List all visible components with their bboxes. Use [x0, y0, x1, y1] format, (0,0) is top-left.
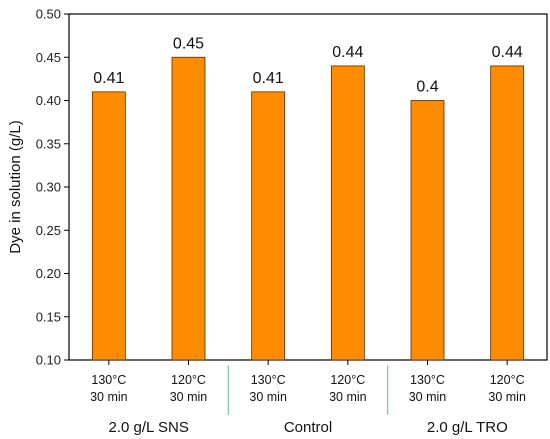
y-tick-label: 0.10: [36, 353, 61, 368]
category-labels: 130°C 30 min 120°C 30 min 130°C 30 min 120°C 30…: [90, 360, 526, 404]
bar-value-label: 0.44: [492, 44, 523, 61]
y-tick-label: 0.40: [36, 93, 61, 108]
bar-value-label: 0.44: [332, 44, 363, 61]
category-label-line2: 30 min: [409, 390, 447, 404]
category-label-line1: 120°C: [171, 373, 206, 387]
category-label-line2: 30 min: [90, 390, 128, 404]
bar-value-label: 0.4: [416, 79, 438, 96]
y-tick-label: 0.50: [36, 7, 61, 22]
category-label-line1: 130°C: [91, 373, 126, 387]
bar: [91, 91, 126, 361]
y-axis-ticks: 0.10 0.15 0.20 0.25 0.30 0.35 0.40 0.45 0.50: [36, 7, 69, 368]
y-axis-title: Dye in solution (g/L): [7, 120, 24, 253]
group-label: 2.0 g/L TRO: [427, 419, 508, 436]
category-label-line2: 30 min: [249, 390, 287, 404]
group-separators: [227, 365, 389, 415]
bar: [171, 56, 206, 361]
bar-value-label: 0.45: [173, 35, 204, 52]
group-label: 2.0 g/L SNS: [109, 419, 189, 436]
category-label-line2: 30 min: [488, 390, 526, 404]
bars: [91, 56, 525, 361]
y-tick-label: 0.45: [36, 50, 61, 65]
y-tick-label: 0.15: [36, 309, 61, 324]
category-label-line1: 130°C: [251, 373, 286, 387]
bar: [251, 91, 286, 361]
category-label-line2: 30 min: [329, 390, 367, 404]
y-tick-label: 0.30: [36, 180, 61, 195]
bar: [330, 65, 365, 361]
plot-frame: [68, 13, 548, 361]
category-label-line1: 130°C: [410, 373, 445, 387]
group-labels: 2.0 g/L SNS Control 2.0 g/L TRO: [109, 419, 508, 436]
bar: [410, 100, 445, 361]
group-label: Control: [284, 419, 332, 436]
y-tick-label: 0.25: [36, 223, 61, 238]
bar-value-labels: 0.41 0.45 0.41 0.44 0.4 0.44: [93, 35, 523, 95]
bar-value-label: 0.41: [93, 70, 124, 87]
category-label-line2: 30 min: [170, 390, 208, 404]
plot-area: [68, 13, 548, 361]
category-label-line1: 120°C: [330, 373, 365, 387]
category-label-line1: 120°C: [490, 373, 525, 387]
y-tick-label: 0.20: [36, 266, 61, 281]
bar-value-label: 0.41: [253, 70, 284, 87]
y-tick-label: 0.35: [36, 136, 61, 151]
bar: [490, 65, 525, 361]
